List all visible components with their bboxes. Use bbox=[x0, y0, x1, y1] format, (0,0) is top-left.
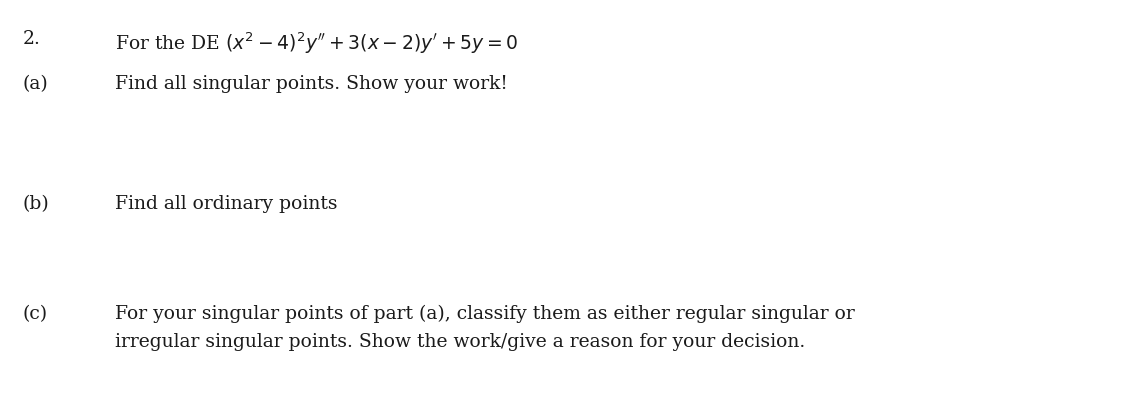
Text: Find all singular points. Show your work!: Find all singular points. Show your work… bbox=[115, 75, 507, 93]
Text: (b): (b) bbox=[23, 195, 49, 213]
Text: Find all ordinary points: Find all ordinary points bbox=[115, 195, 337, 213]
Text: For your singular points of part (a), classify them as either regular singular o: For your singular points of part (a), cl… bbox=[115, 305, 855, 323]
Text: 2.: 2. bbox=[23, 30, 41, 48]
Text: irregular singular points. Show the work/give a reason for your decision.: irregular singular points. Show the work… bbox=[115, 333, 805, 351]
Text: (a): (a) bbox=[23, 75, 48, 93]
Text: (c): (c) bbox=[23, 305, 48, 323]
Text: For the DE $\left(x^{2}-4\right)^{2} y''+3(x-2)y'+5y=0$: For the DE $\left(x^{2}-4\right)^{2} y''… bbox=[115, 30, 518, 55]
